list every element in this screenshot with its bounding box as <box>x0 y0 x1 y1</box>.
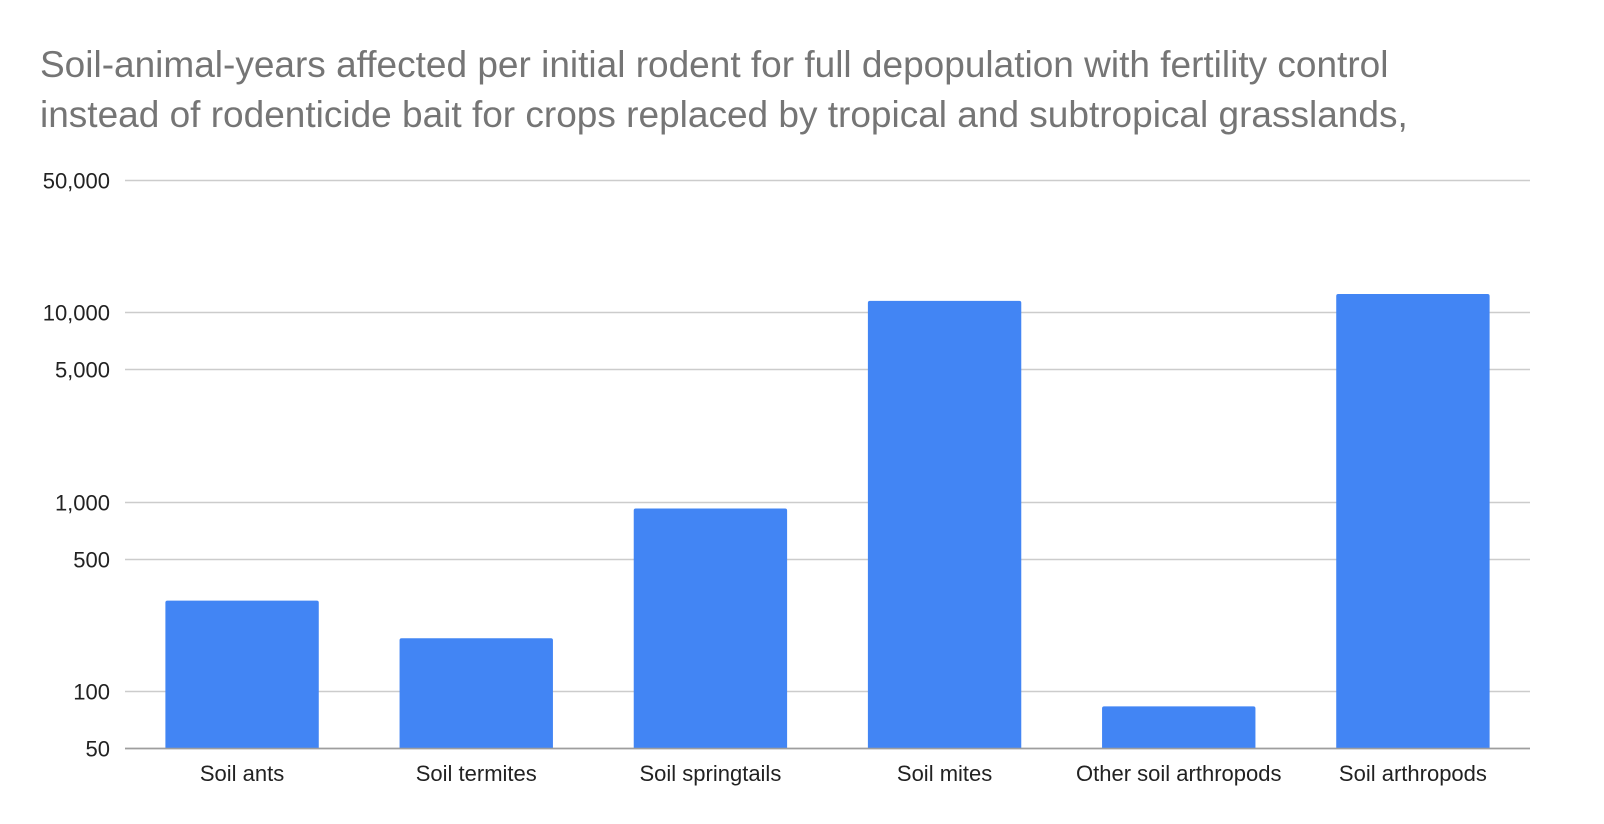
x-tick-label: Soil ants <box>200 761 284 786</box>
y-tick-label: 50,000 <box>43 169 110 194</box>
bar <box>633 508 788 748</box>
x-tick-label: Soil mites <box>897 761 992 786</box>
bar <box>399 638 553 748</box>
x-tick-label: Other soil arthropods <box>1076 761 1281 786</box>
x-tick-label: Soil arthropods <box>1339 761 1487 786</box>
x-tick-label: Soil termites <box>416 761 537 786</box>
bar <box>1336 293 1490 748</box>
bar <box>165 600 319 748</box>
chart-title-line-2: instead of rodenticide bait for crops re… <box>40 94 1408 135</box>
chart-title-line-1: Soil-animal-years affected per initial r… <box>40 44 1389 85</box>
y-tick-label: 5,000 <box>55 358 110 383</box>
y-tick-label: 500 <box>73 548 110 573</box>
y-tick-label: 10,000 <box>43 301 110 326</box>
chart-title: Soil-animal-years affected per initial r… <box>40 40 1560 140</box>
bar <box>1102 706 1256 748</box>
y-tick-label: 100 <box>73 680 110 705</box>
bar <box>867 300 1022 748</box>
y-tick-label: 50 <box>86 737 110 762</box>
x-tick-label: Soil springtails <box>639 761 781 786</box>
y-tick-label: 1,000 <box>55 491 110 516</box>
